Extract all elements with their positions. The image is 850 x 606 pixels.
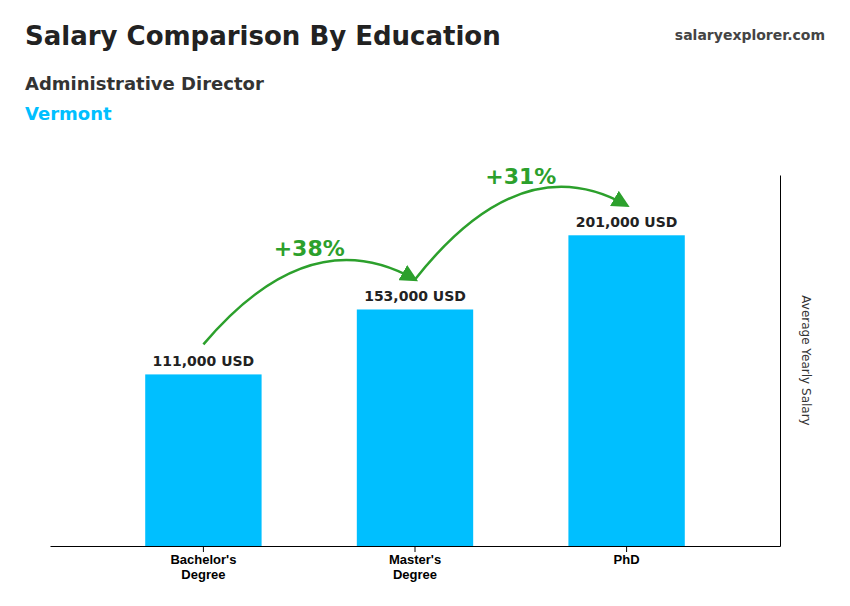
chart: Salary Comparison By Education Administra…	[0, 0, 850, 606]
bar	[568, 235, 684, 546]
x-axis: Bachelor'sDegree Master'sDegree PhD	[51, 546, 781, 582]
data-label: 111,000 USD	[153, 353, 255, 369]
source: salaryexplorer.com	[675, 27, 825, 43]
annotations: +38% +31%	[203, 164, 626, 345]
data-label: 201,000 USD	[576, 214, 678, 230]
x-tick-label: PhD	[614, 552, 640, 567]
subtitle: Administrative Director	[25, 73, 264, 94]
x-tick: PhD	[614, 546, 640, 567]
x-tick: Bachelor'sDegree	[170, 546, 236, 582]
y-axis-line	[780, 176, 781, 547]
x-tick-mark	[626, 546, 627, 552]
change-arrow	[415, 187, 627, 280]
x-tick-mark	[415, 546, 416, 552]
x-tick-label: Master'sDegree	[389, 552, 441, 582]
title: Salary Comparison By Education	[25, 21, 501, 51]
data-label: 153,000 USD	[364, 288, 466, 304]
data-labels: 111,000 USD 153,000 USD 201,000 USD	[153, 214, 678, 369]
change-label: +31%	[485, 164, 556, 189]
plot: Bachelor'sDegree Master'sDegree PhD 111,000…	[51, 164, 781, 582]
x-tick: Master'sDegree	[389, 546, 441, 582]
x-tick-mark	[203, 546, 204, 552]
y-axis	[780, 176, 781, 547]
y-axis-label: Average Yearly Salary	[799, 295, 813, 425]
location: Vermont	[25, 103, 112, 124]
x-tick-label: Bachelor'sDegree	[170, 552, 236, 582]
change-label: +38%	[274, 236, 345, 261]
change-arrow	[203, 260, 415, 344]
bar	[145, 374, 261, 546]
bars	[145, 235, 685, 546]
bar	[357, 309, 473, 546]
